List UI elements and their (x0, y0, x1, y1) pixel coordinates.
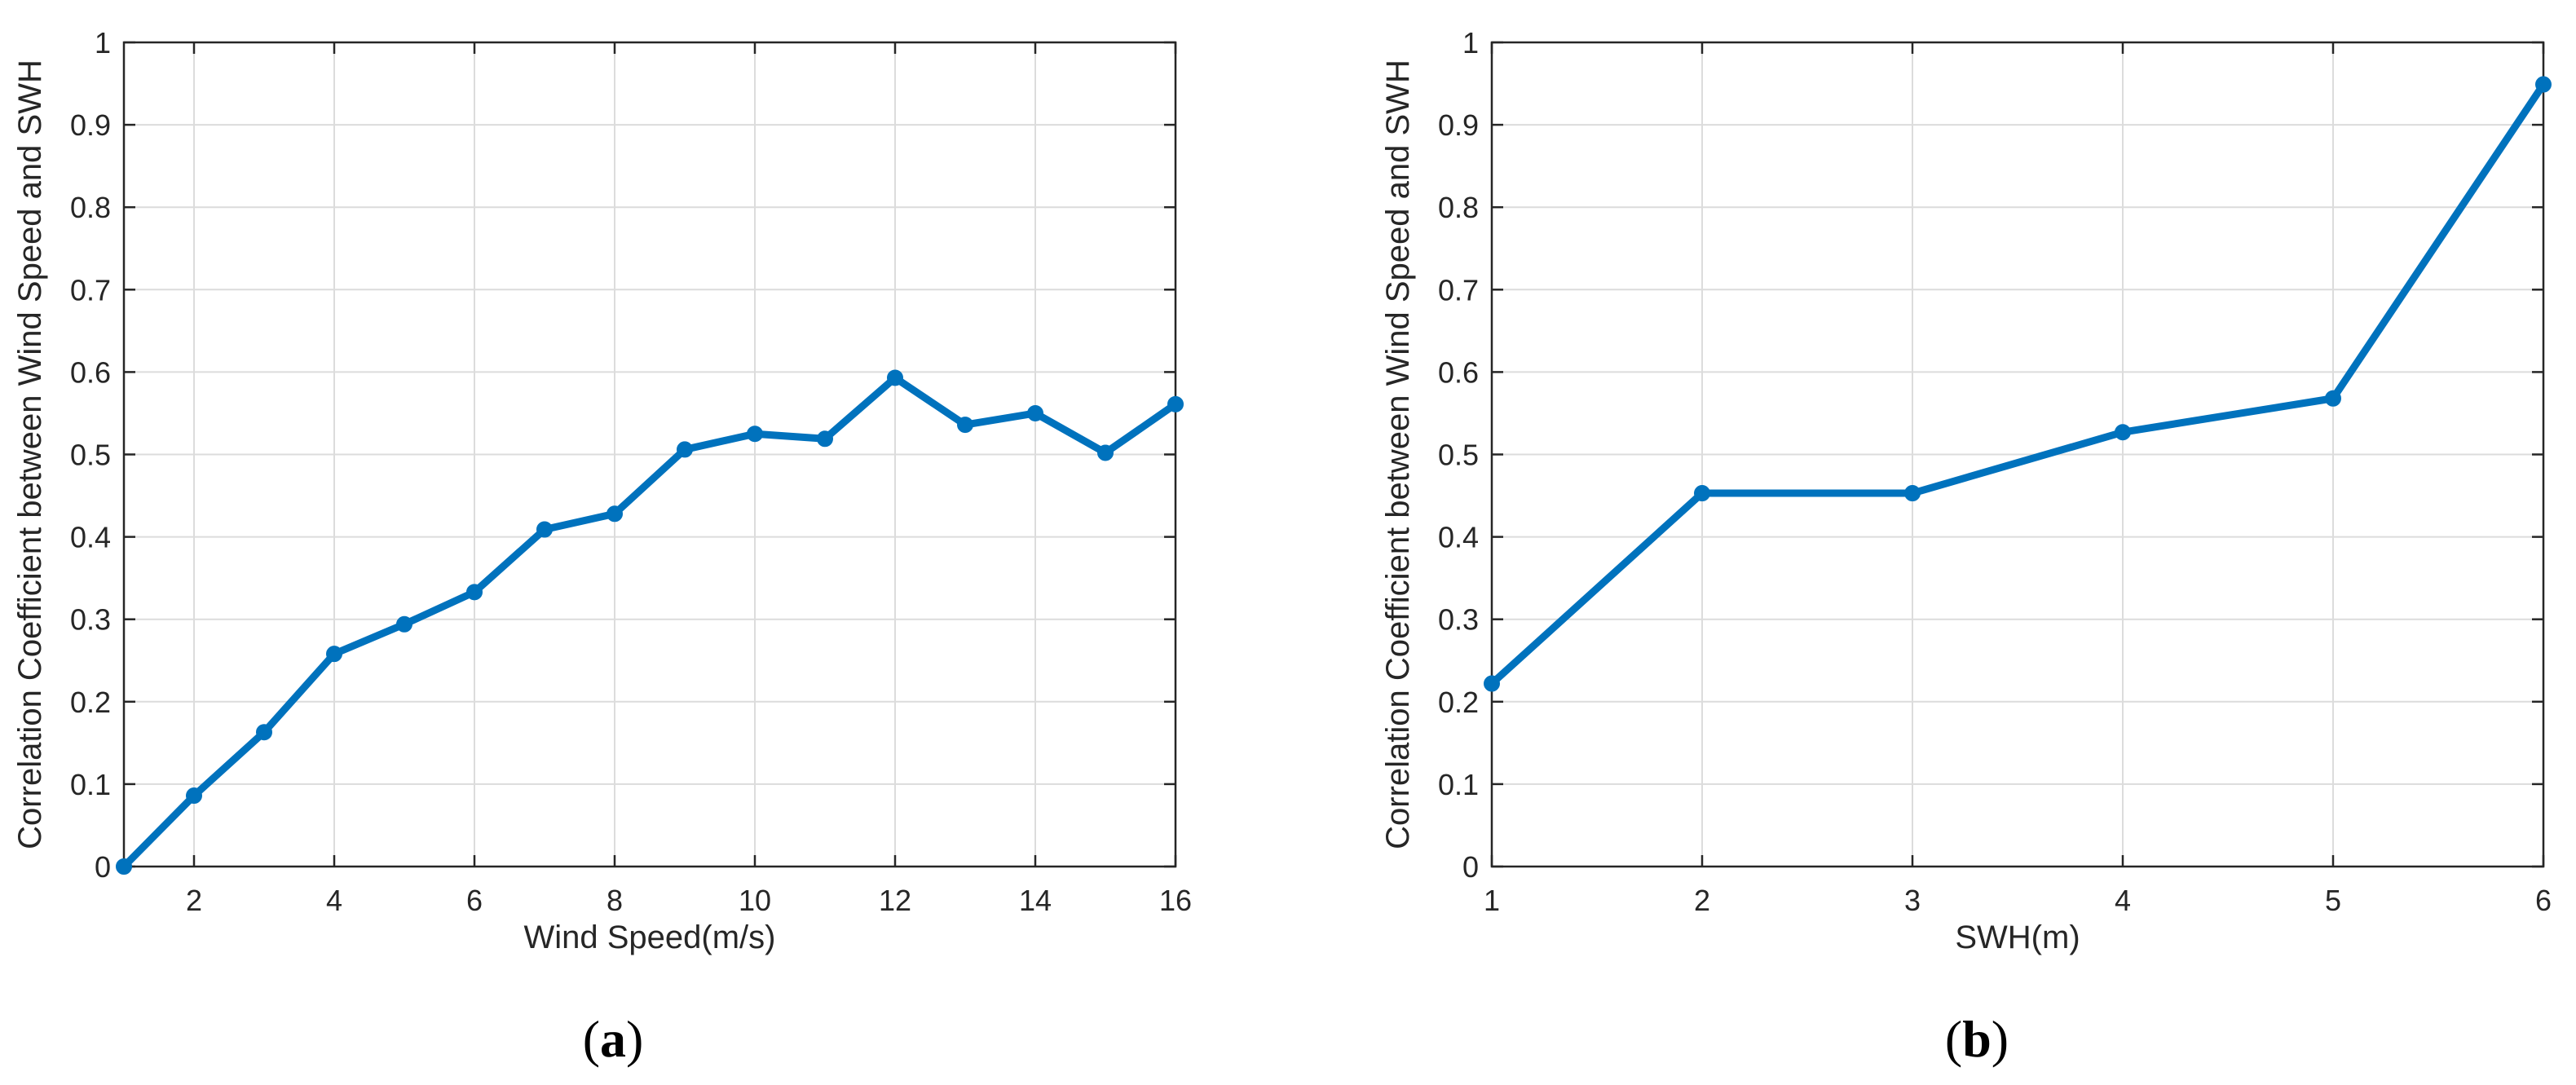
x-tick-label: 1 (1484, 884, 1500, 917)
data-point (536, 521, 553, 538)
x-tick-label: 5 (2325, 884, 2341, 917)
data-point (326, 646, 342, 663)
y-tick-label: 0.8 (1438, 191, 1479, 224)
x-tick-label: 3 (1904, 884, 1921, 917)
y-axis-label: Correlation Coefficient between Wind Spe… (12, 60, 48, 849)
chart-b: 1 2 3 4 5 6 0 0.1 0.2 0.3 0.4 0.5 0.6 0.7 0.8 0.9 1 SWH(m… (1380, 26, 2552, 955)
x-tick-label: 4 (326, 884, 342, 917)
y-tick-label: 1 (1462, 26, 1479, 60)
data-point (396, 615, 412, 633)
x-tick-label: 6 (466, 884, 483, 917)
data-point (1027, 404, 1043, 421)
series-line (1488, 81, 2547, 688)
x-tick-label: 4 (2115, 884, 2131, 917)
data-point (887, 369, 903, 386)
data-point (186, 787, 202, 805)
x-axis-label: SWH(m) (1955, 920, 2080, 955)
y-axis-label: Correlation Coefficient between Wind Spe… (1380, 60, 1416, 849)
x-tick-label: 8 (607, 884, 623, 917)
x-tick-label: 16 (1159, 884, 1192, 917)
x-tick-label: 2 (186, 884, 202, 917)
x-tick-label: 14 (1019, 884, 1052, 917)
x-tick-label: 2 (1694, 884, 1710, 917)
data-point (116, 858, 132, 875)
y-tick-label: 0.6 (1438, 355, 1479, 389)
data-point (466, 584, 483, 601)
x-tick-label: 12 (879, 884, 911, 917)
y-tick-label: 0.3 (70, 603, 111, 637)
data-point (817, 430, 833, 448)
x-tick-label: 10 (739, 884, 771, 917)
y-tick-label: 0.9 (1438, 108, 1479, 142)
data-point (607, 505, 623, 523)
x-axis-label: Wind Speed(m/s) (524, 920, 776, 955)
y-tick-label: 0.1 (70, 768, 111, 801)
data-point (1097, 444, 1114, 461)
data-point (1484, 675, 1500, 692)
data-point (747, 426, 763, 443)
y-tick-label: 0.9 (70, 108, 111, 142)
chart-a: 2 4 6 8 10 12 14 16 0 0.1 0.2 0.3 0.4 0.5 0.6 0.7 0.8 0.9… (12, 26, 1192, 955)
y-tick-label: 0.2 (1438, 686, 1479, 719)
data-point (256, 724, 272, 741)
y-tick-label: 0.8 (70, 191, 111, 224)
panel-label-a: (a) (582, 1010, 644, 1068)
y-tick-label: 0.5 (70, 439, 111, 472)
y-tick-label: 0 (1462, 850, 1479, 884)
y-tick-label: 0.4 (70, 521, 111, 554)
data-point (1694, 485, 1710, 502)
data-point (2325, 390, 2341, 407)
data-point (677, 441, 693, 458)
y-tick-label: 0.5 (1438, 439, 1479, 472)
data-point (2115, 424, 2131, 441)
y-tick-label: 0.2 (70, 686, 111, 719)
y-tick-label: 0.7 (1438, 273, 1479, 307)
y-tick-label: 0.7 (70, 273, 111, 307)
y-tick-label: 1 (95, 26, 111, 60)
data-point (2535, 76, 2552, 93)
y-tick-label: 0.6 (70, 355, 111, 389)
data-point (1904, 485, 1921, 502)
y-tick-label: 0.3 (1438, 603, 1479, 637)
x-tick-label: 6 (2535, 884, 2552, 917)
series-line (120, 373, 1180, 871)
y-tick-label: 0 (95, 850, 111, 884)
panel-label-b: (b) (1944, 1010, 2009, 1068)
y-tick-label: 0.1 (1438, 768, 1479, 801)
y-tick-label: 0.4 (1438, 521, 1479, 554)
data-point (1167, 395, 1184, 412)
data-point (957, 417, 973, 434)
